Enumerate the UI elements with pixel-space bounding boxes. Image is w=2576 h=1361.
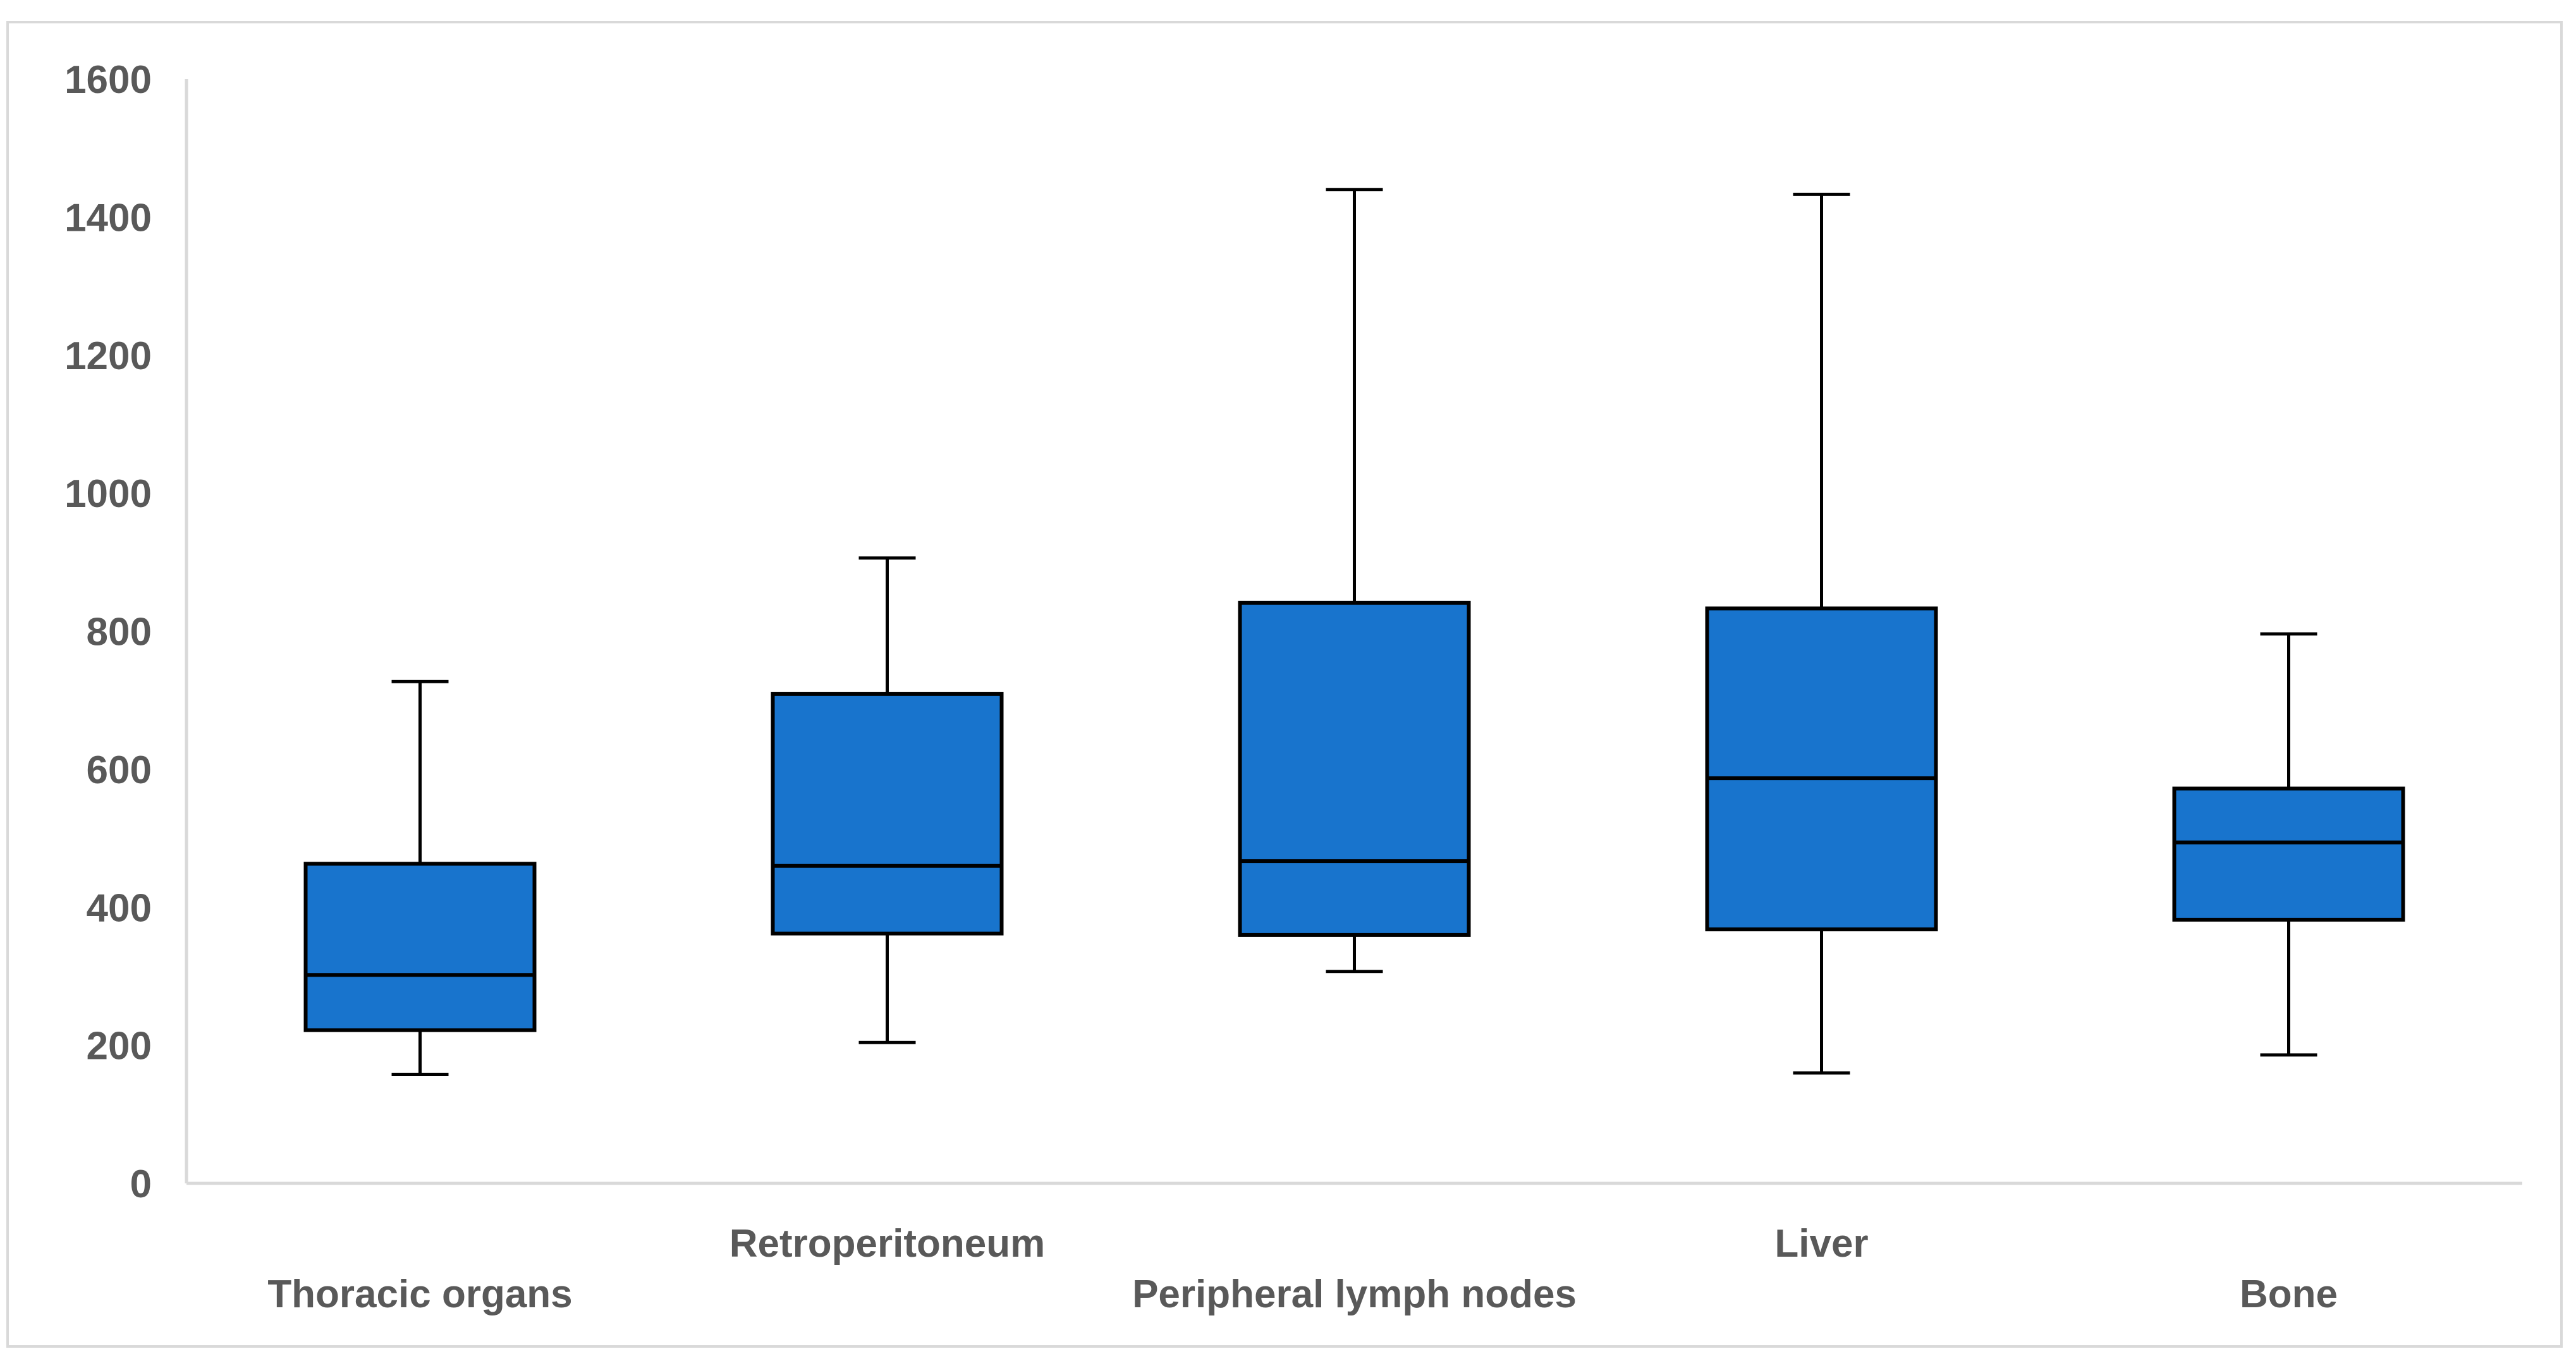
iqr-box	[1705, 606, 1938, 932]
x-category-label: Liver	[1774, 1222, 1868, 1266]
x-category-label: Thoracic organs	[267, 1273, 572, 1316]
box-group	[303, 680, 537, 1076]
boxes	[303, 188, 2405, 1076]
box-group	[1238, 188, 1471, 973]
iqr-box	[771, 692, 1004, 936]
category-labels: Thoracic organs Retroperitoneum Peripheral…	[267, 1222, 2338, 1316]
y-tick-label: 600	[87, 748, 152, 792]
x-category-label: Bone	[2240, 1273, 2338, 1316]
x-category-label: Retroperitoneum	[729, 1222, 1045, 1266]
y-tick-label: 1400	[64, 196, 152, 240]
iqr-box	[1238, 601, 1471, 937]
box-group	[2172, 632, 2405, 1057]
y-tick-label: 400	[87, 886, 152, 930]
y-axis-tick-labels: 0 200 400 600 800 1000 1200 1400 1600	[64, 58, 152, 1206]
y-tick-label: 0	[130, 1163, 152, 1206]
y-tick-label: 1600	[64, 58, 152, 102]
iqr-box	[2172, 786, 2405, 922]
axes	[185, 79, 2522, 1185]
box-group	[771, 556, 1004, 1044]
iqr-box	[303, 862, 537, 1032]
y-tick-label: 1000	[64, 472, 152, 516]
y-tick-label: 800	[87, 611, 152, 654]
box-group	[1705, 192, 1938, 1075]
y-tick-label: 200	[87, 1025, 152, 1068]
x-category-label: Peripheral lymph nodes	[1132, 1273, 1577, 1316]
y-tick-label: 1200	[64, 334, 152, 378]
